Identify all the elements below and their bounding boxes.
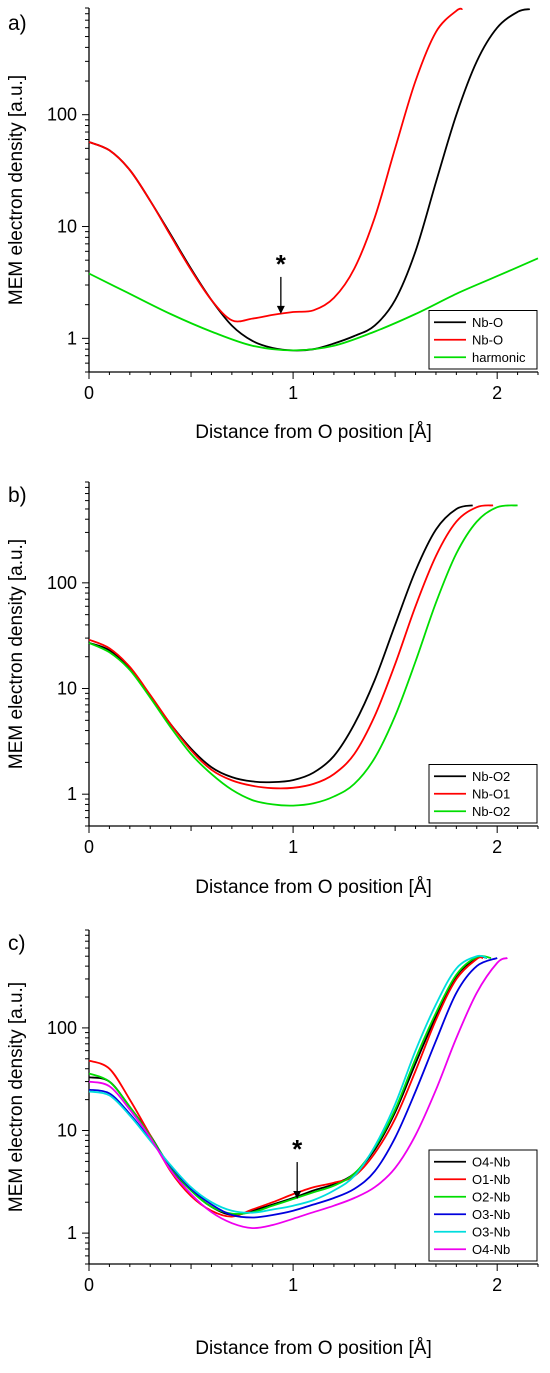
y-tick-label: 10 (57, 217, 77, 237)
series-line-2 (88, 504, 494, 790)
x-tick-label: 1 (288, 383, 298, 403)
legend-label-1: Nb-O (472, 315, 503, 330)
legend-label-3: harmonic (472, 350, 526, 365)
legend-label-5: O3-Nb (472, 1224, 510, 1239)
y-tick-label: 1 (67, 328, 77, 348)
legend-label-2: Nb-O1 (472, 786, 510, 801)
x-tick-label: 2 (492, 1275, 502, 1295)
x-tick-label: 0 (84, 837, 94, 857)
legend-label-3: O2-Nb (472, 1189, 510, 1204)
x-tick-label: 1 (288, 837, 298, 857)
x-axis-title: Distance from O position [Å] (195, 1338, 432, 1359)
annotation-star: * (292, 1134, 303, 1164)
y-tick-label: 100 (47, 573, 77, 593)
annotation-arrow-head (293, 1191, 302, 1200)
y-axis-title: MEM electron density [a.u.] (6, 75, 27, 305)
chart-panel-2: b) 0 1 2 1 10 100 Distance from O position [Å] M… (6, 481, 539, 898)
y-tick-label: 100 (47, 1018, 77, 1038)
y-tick-label: 1 (67, 784, 77, 804)
x-tick-label: 2 (492, 837, 502, 857)
panel-label: b) (8, 484, 27, 507)
legend-label-6: O4-Nb (472, 1242, 510, 1257)
legend-label-4: O3-Nb (472, 1207, 510, 1222)
y-tick-label: 100 (47, 105, 77, 125)
x-tick-label: 2 (492, 383, 502, 403)
series-line-2 (88, 956, 484, 1218)
legend: Nb-O Nb-O harmonic (428, 310, 538, 370)
x-axis-title: Distance from O position [Å] (195, 422, 432, 443)
panel-label: c) (8, 932, 26, 955)
series-line-1 (88, 955, 488, 1216)
series-line-3 (88, 504, 518, 807)
panel-label: a) (8, 12, 27, 35)
chart-panel-3: c) 0 1 2 1 10 100 Distance from O position [Å] M… (6, 929, 539, 1359)
series-line-6 (88, 957, 508, 1230)
y-axis-title: MEM electron density [a.u.] (6, 539, 27, 769)
y-tick-label: 10 (57, 1121, 77, 1141)
legend-label-2: O1-Nb (472, 1172, 510, 1187)
legend-label-1: O4-Nb (472, 1154, 510, 1169)
series-line-3 (88, 257, 539, 352)
chart-panel-1: a) 0 1 2 1 10 100 Distance from O position [Å] M… (6, 7, 539, 443)
legend-label-1: Nb-O2 (472, 769, 510, 784)
annotation-star: * (276, 249, 287, 279)
series-line-2 (88, 7, 463, 323)
series-line-5 (88, 954, 488, 1214)
x-tick-label: 0 (84, 383, 94, 403)
legend: O4-Nb O1-Nb O2-Nb O3-Nb O3-Nb O4-Nb (428, 1149, 538, 1262)
x-tick-label: 1 (288, 1275, 298, 1295)
legend: Nb-O2 Nb-O1 Nb-O2 (428, 764, 538, 824)
annotation-arrow-head (276, 305, 285, 314)
x-axis-title: Distance from O position [Å] (195, 877, 432, 898)
x-tick-label: 0 (84, 1275, 94, 1295)
legend-label-2: Nb-O (472, 332, 503, 347)
legend-label-3: Nb-O2 (472, 804, 510, 819)
y-tick-label: 1 (67, 1223, 77, 1243)
series-line-1 (88, 504, 473, 784)
series-line-3 (88, 955, 492, 1215)
legend-box (428, 1149, 538, 1262)
y-tick-label: 10 (57, 679, 77, 699)
y-axis-title: MEM electron density [a.u.] (6, 982, 27, 1212)
series-line-1 (88, 8, 531, 352)
